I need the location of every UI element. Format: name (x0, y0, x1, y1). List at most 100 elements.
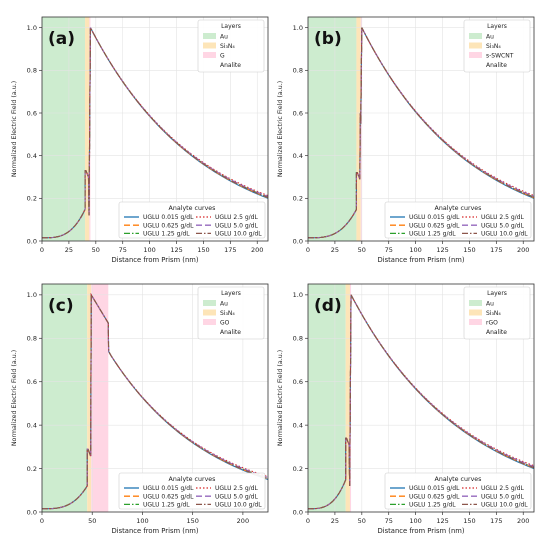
y-tick-label: 0.8 (27, 67, 37, 75)
analyte-legend-entry: UGLU 2.5 g/dL (481, 485, 524, 492)
x-tick-label: 0 (306, 517, 310, 525)
x-tick-label: 125 (436, 517, 448, 525)
y-tick-label: 0.8 (293, 67, 303, 75)
x-tick-label: 75 (385, 246, 393, 254)
layers-legend-swatch (203, 33, 216, 39)
chart-panel-b: 0 25 50 75 100 125 150 175 200 0.0 0.2 0.4 0.6 0.8 1.0… (277, 16, 535, 264)
x-tick-label: 0 (40, 517, 44, 525)
layers-legend-title: Layers (221, 23, 241, 30)
layer-band-1 (85, 17, 90, 241)
layers-legend-swatch (203, 319, 216, 325)
y-tick-label: 0.2 (27, 195, 37, 203)
panel-label: (d) (314, 296, 342, 316)
x-tick-label: 25 (331, 246, 339, 254)
analyte-legend-entry: UGLU 5.0 g/dL (215, 493, 258, 500)
x-axis-label: Distance from Prism (nm) (111, 256, 198, 264)
x-tick-label: 200 (237, 517, 249, 525)
analyte-legend-entry: UGLU 1.25 g/dL (143, 231, 190, 238)
y-tick-label: 1.0 (293, 291, 303, 299)
panel-label: (a) (48, 29, 75, 49)
x-tick-label: 100 (143, 246, 155, 254)
x-tick-label: 150 (186, 517, 198, 525)
y-tick-label: 0.6 (27, 109, 37, 117)
y-tick-label: 0.2 (293, 465, 303, 473)
x-tick-label: 50 (92, 246, 100, 254)
series-line-5 (308, 294, 534, 510)
chart-panel-c: 0 50 100 150 200 0.0 0.2 0.4 0.6 0.8 1.0 Distance f… (11, 283, 269, 535)
analyte-legend-entry: UGLU 5.0 g/dL (481, 493, 524, 500)
y-tick-label: 0.4 (293, 421, 303, 429)
layer-band-1 (345, 284, 350, 512)
y-tick-label: 1.0 (27, 291, 37, 299)
y-tick-label: 0.4 (27, 152, 37, 160)
x-tick-label: 75 (119, 246, 127, 254)
layers-legend-title: Layers (487, 290, 507, 297)
x-tick-label: 50 (358, 246, 366, 254)
y-tick-label: 0.8 (27, 335, 37, 343)
plot-frame (41, 16, 269, 242)
analyte-legend-entry: UGLU 1.25 g/dL (143, 502, 190, 509)
analyte-legend-box (118, 201, 266, 239)
y-tick-label: 0.0 (293, 508, 303, 516)
chart-panel-d: 0 25 50 75 100 125 150 175 200 0.0 0.2 0.4 0.6 0.8 1.0… (277, 283, 535, 535)
x-tick-label: 100 (409, 517, 421, 525)
y-tick-label: 0.6 (293, 109, 303, 117)
layers-legend-swatch (203, 52, 216, 58)
analyte-legend-entry: UGLU 0.015 g/dL (409, 485, 460, 492)
layers-legend-entry: Analite (220, 62, 241, 69)
series-line-5 (42, 27, 268, 239)
layers-legend-entry: Au (486, 301, 494, 308)
y-tick-label: 0.0 (27, 508, 37, 516)
y-tick-label: 0.2 (27, 465, 37, 473)
layer-band-1 (87, 284, 92, 512)
layers-legend-title: Layers (487, 23, 507, 30)
x-tick-label: 200 (517, 517, 529, 525)
series-group (308, 27, 534, 239)
layers-legend-entry: Si₃N₄ (220, 43, 235, 50)
panel-label: (c) (48, 296, 74, 316)
x-tick-label: 150 (463, 246, 475, 254)
analyte-legend-box (118, 472, 266, 510)
analyte-legend-entry: UGLU 0.625 g/dL (409, 493, 460, 500)
y-tick-label: 0.6 (293, 378, 303, 386)
layers-legend-swatch (469, 309, 482, 316)
series-group (42, 27, 268, 239)
analyte-legend-entry: UGLU 1.25 g/dL (409, 502, 456, 509)
layers-legend-swatch (469, 42, 482, 49)
layers-legend-entry: rGO (486, 320, 498, 327)
y-axis-label: Normalized Electric Field (a.u.) (11, 350, 18, 446)
layers-legend-entry: Si₃N₄ (486, 43, 501, 50)
y-tick-label: 0.8 (293, 335, 303, 343)
analyte-legend-title: Analyte curves (169, 205, 216, 212)
layers-legend-swatch (469, 300, 482, 306)
y-tick-label: 0.0 (27, 237, 37, 245)
x-tick-label: 75 (385, 517, 393, 525)
layers-legend-entry: Si₃N₄ (486, 310, 501, 317)
analyte-legend-entry: UGLU 10.0 g/dL (215, 231, 262, 238)
series-group (308, 294, 534, 510)
x-tick-label: 0 (306, 246, 310, 254)
layer-band-0 (308, 284, 346, 512)
layers-legend-entry: Au (220, 301, 228, 308)
x-tick-label: 125 (436, 246, 448, 254)
y-tick-label: 1.0 (293, 24, 303, 32)
panel-label: (b) (314, 29, 342, 49)
layers-legend-entry: Analite (486, 62, 507, 69)
layers-legend-swatch (469, 33, 482, 39)
x-tick-label: 0 (40, 246, 44, 254)
x-tick-label: 50 (88, 517, 96, 525)
analyte-legend-entry: UGLU 0.625 g/dL (143, 493, 194, 500)
layer-band-0 (42, 17, 86, 241)
analyte-legend-entry: UGLU 1.25 g/dL (409, 231, 456, 238)
layers-legend-entry: Analite (220, 329, 241, 336)
analyte-legend-title: Analyte curves (435, 205, 482, 212)
layers-legend-entry: GO (220, 320, 230, 327)
y-tick-label: 0.4 (27, 421, 37, 429)
x-tick-label: 175 (490, 517, 502, 525)
layers-legend-entry: Au (486, 34, 494, 41)
layer-band-0 (308, 17, 357, 241)
x-tick-label: 200 (517, 246, 529, 254)
layers-legend-swatch (203, 300, 216, 306)
layers-legend-title: Layers (221, 290, 241, 297)
layer-band-2 (91, 284, 109, 512)
